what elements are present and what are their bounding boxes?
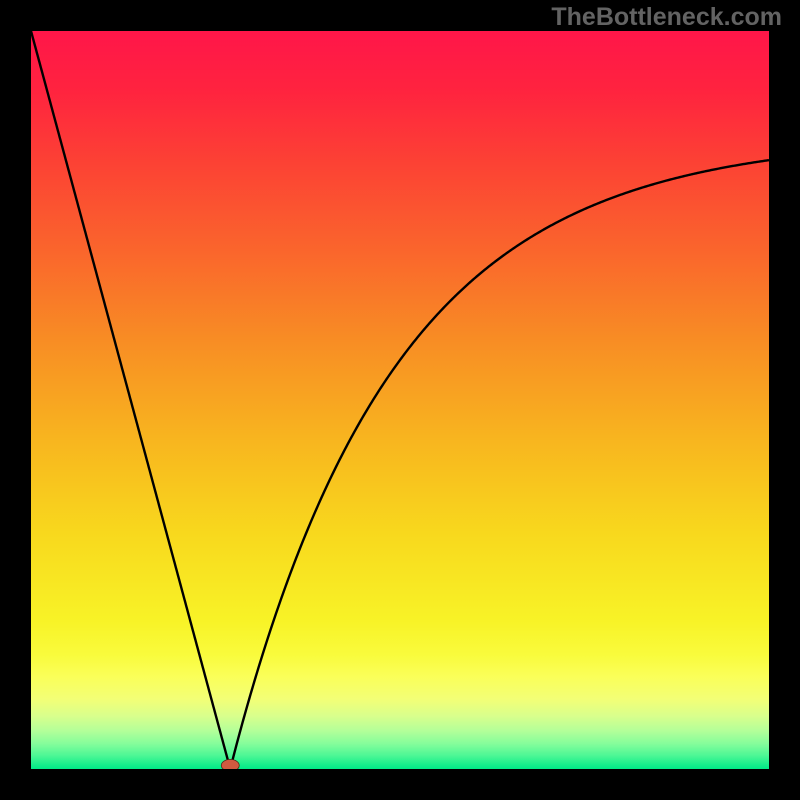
plot-area — [31, 31, 769, 769]
chart-container: TheBottleneck.com — [0, 0, 800, 800]
optimal-point-marker — [221, 759, 239, 769]
gradient-background — [31, 31, 769, 769]
watermark-label: TheBottleneck.com — [551, 3, 782, 32]
plot-svg — [31, 31, 769, 769]
